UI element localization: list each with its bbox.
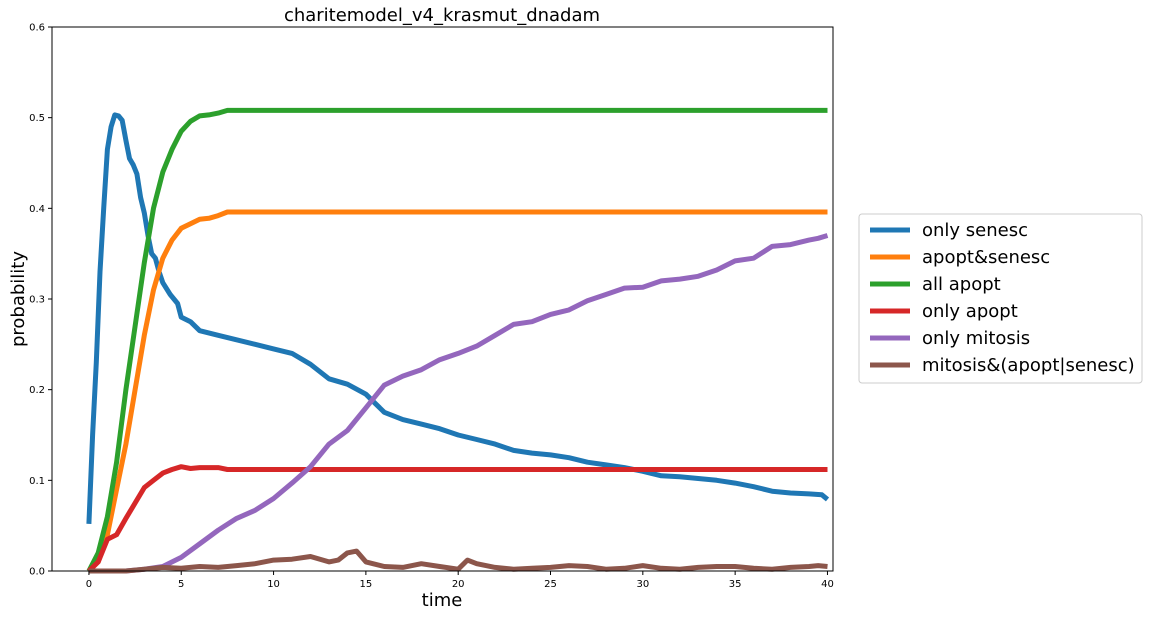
legend-label: mitosis&(apopt|senesc) [922, 355, 1135, 376]
y-tick-label: 0.2 [29, 385, 45, 396]
legend-box [858, 213, 1143, 384]
series-line-mitosis-apopt-senesc- [88, 548, 828, 574]
x-tick-label: 10 [267, 579, 280, 590]
x-tick-label: 30 [636, 579, 649, 590]
series-layer [86, 107, 830, 574]
y-tick-label: 0.1 [29, 476, 45, 487]
x-tick-label: 20 [452, 579, 465, 590]
y-axis-title: probability [8, 251, 29, 347]
legend: only senesc apopt&senesc all apopt only apo… [858, 213, 1143, 384]
legend-items: only senesc apopt&senesc all apopt only apo… [870, 220, 1135, 376]
y-tick-label: 0.5 [29, 113, 45, 124]
legend-label: all apopt [922, 274, 1001, 295]
x-tick-label: 0 [86, 579, 92, 590]
series-line-apopt-senesc [87, 209, 828, 573]
x-tick-label: 15 [360, 579, 373, 590]
x-tick-label: 35 [729, 579, 742, 590]
legend-label: apopt&senesc [922, 247, 1050, 268]
chart-title: charitemodel_v4_krasmut_dnadam [284, 5, 600, 26]
x-tick-label: 25 [544, 579, 557, 590]
series-line-only-apopt [87, 464, 828, 573]
x-axis-title: time [422, 590, 463, 611]
legend-label: only mitosis [922, 328, 1030, 349]
y-tick-label: 0.4 [29, 204, 45, 215]
y-tick-label: 0.6 [29, 23, 45, 34]
y-axis: 0.0 0.1 0.2 0.3 0.4 0.5 0.6 [29, 23, 52, 578]
series-line-only-mitosis [88, 233, 829, 574]
x-tick-label: 5 [178, 579, 184, 590]
x-axis: 0 5 10 15 20 25 30 35 40 [86, 571, 834, 590]
y-tick-label: 0.0 [29, 567, 45, 578]
legend-label: only apopt [922, 301, 1018, 322]
x-tick-label: 40 [821, 579, 834, 590]
series-line-all-apopt [86, 107, 828, 573]
y-tick-label: 0.3 [29, 295, 45, 306]
series-line-only-senesc [86, 112, 830, 525]
legend-label: only senesc [922, 220, 1028, 241]
